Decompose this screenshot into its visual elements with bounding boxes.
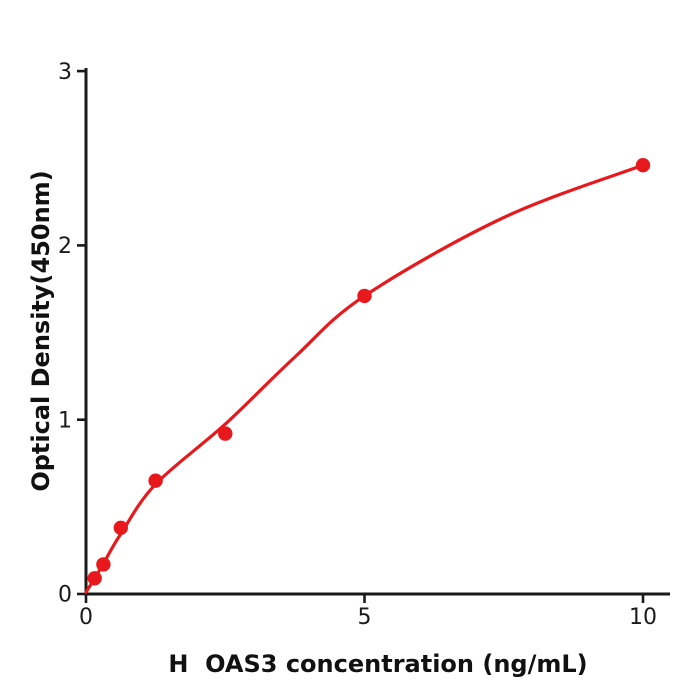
axes-lines xyxy=(84,68,670,596)
fit-curve xyxy=(84,163,645,594)
x-tick-label: 5 xyxy=(358,605,372,630)
data-point xyxy=(635,158,651,173)
y-axis-title: Optical Density(450nm) xyxy=(27,170,55,492)
y-tick-label: 1 xyxy=(58,408,72,433)
y-tick-label: 2 xyxy=(58,234,72,259)
data-point xyxy=(218,426,233,441)
data-point xyxy=(148,473,163,488)
y-tick-label: 0 xyxy=(58,583,72,608)
x-tick-label: 10 xyxy=(629,605,657,630)
x-tick-label: 0 xyxy=(79,605,93,630)
data-point xyxy=(113,520,128,535)
y-tick-label: 3 xyxy=(58,60,72,85)
x-axis-title: H OAS3 concentration (ng/mL) xyxy=(168,650,588,678)
data-point xyxy=(87,571,102,586)
data-point xyxy=(357,288,372,304)
data-point xyxy=(96,557,111,572)
